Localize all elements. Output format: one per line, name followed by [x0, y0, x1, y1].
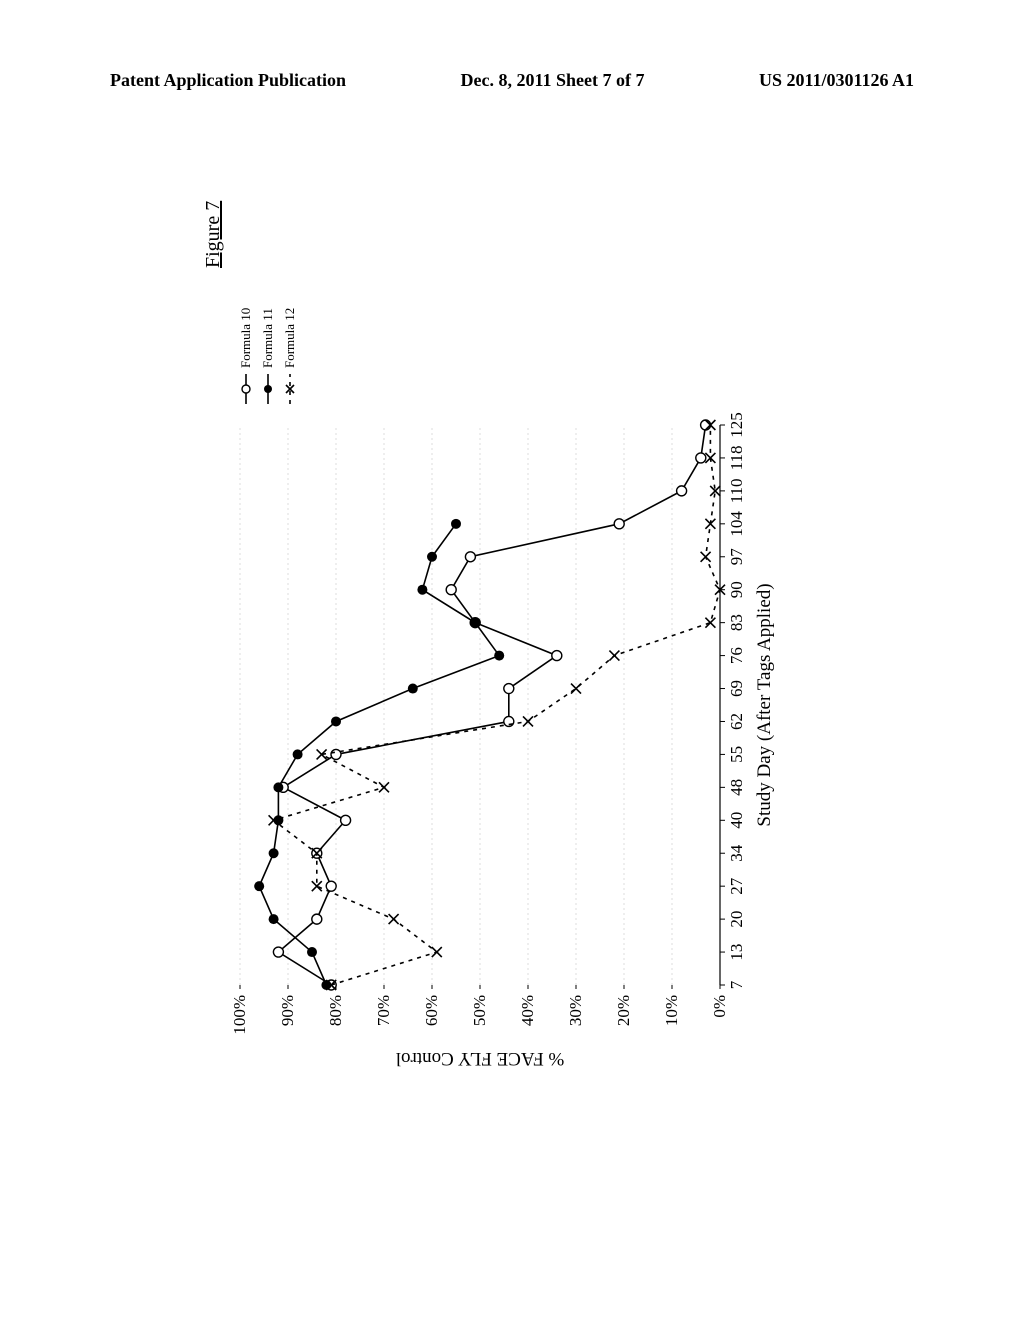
svg-text:40: 40: [727, 812, 746, 829]
svg-text:7: 7: [727, 980, 746, 989]
figure-label: Figure 7: [202, 201, 225, 268]
svg-text:90%: 90%: [278, 995, 297, 1026]
svg-text:83: 83: [727, 614, 746, 631]
svg-text:50%: 50%: [470, 995, 489, 1026]
svg-text:40%: 40%: [518, 995, 537, 1026]
svg-text:125: 125: [727, 412, 746, 438]
svg-text:Formula 11: Formula 11: [260, 308, 275, 368]
line-chart: 0% 10% 20% 30% 40% 50% 60% 70% 80% 90% 100% 7 13 20 27…: [210, 260, 820, 1080]
svg-text:76: 76: [727, 647, 746, 664]
svg-text:27: 27: [727, 877, 746, 895]
svg-text:60%: 60%: [422, 995, 441, 1026]
svg-text:70%: 70%: [374, 995, 393, 1026]
patent-header: Patent Application Publication Dec. 8, 2…: [110, 70, 914, 91]
chart-rotated-wrapper: 0% 10% 20% 30% 40% 50% 60% 70% 80% 90% 100% 7 13 20 27…: [210, 260, 820, 1080]
figure-container: Figure 7 0%10%20%30%40%50%60%70%80%90%10…: [210, 260, 820, 1080]
svg-text:97: 97: [727, 548, 746, 566]
header-center: Dec. 8, 2011 Sheet 7 of 7: [461, 70, 645, 91]
svg-text:69: 69: [727, 680, 746, 697]
svg-text:0%: 0%: [710, 995, 729, 1018]
svg-text:55: 55: [727, 746, 746, 763]
svg-text:Formula 12: Formula 12: [282, 308, 297, 368]
svg-text:48: 48: [727, 779, 746, 796]
svg-text:30%: 30%: [566, 995, 585, 1026]
svg-text:90: 90: [727, 581, 746, 598]
svg-text:34: 34: [727, 844, 746, 862]
svg-text:Formula 10: Formula 10: [238, 308, 253, 368]
svg-text:13: 13: [727, 944, 746, 961]
svg-text:Study Day (After Tags Applied): Study Day (After Tags Applied): [754, 583, 775, 826]
header-left: Patent Application Publication: [110, 70, 346, 91]
svg-text:100%: 100%: [230, 995, 249, 1035]
svg-text:20: 20: [727, 911, 746, 928]
svg-text:20%: 20%: [614, 995, 633, 1026]
svg-text:118: 118: [727, 446, 746, 471]
header-right: US 2011/0301126 A1: [759, 70, 914, 91]
svg-text:% FACE FLY Control: % FACE FLY Control: [396, 1048, 565, 1069]
svg-text:104: 104: [727, 511, 746, 537]
svg-text:10%: 10%: [662, 995, 681, 1026]
svg-text:62: 62: [727, 713, 746, 730]
svg-text:110: 110: [727, 478, 746, 503]
svg-text:80%: 80%: [326, 995, 345, 1026]
